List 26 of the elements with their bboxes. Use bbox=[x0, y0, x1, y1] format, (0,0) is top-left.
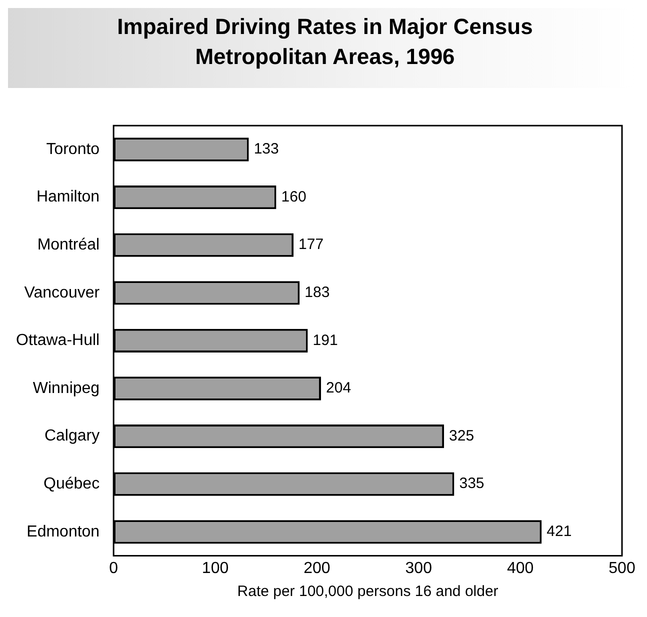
data-label: 133 bbox=[254, 140, 279, 158]
x-tick-label: 500 bbox=[608, 560, 636, 577]
data-label: 325 bbox=[449, 427, 474, 444]
data-label: 204 bbox=[326, 380, 352, 397]
data-label: 421 bbox=[546, 523, 572, 540]
x-tick-label: 0 bbox=[109, 560, 118, 577]
chart-title: Impaired Driving Rates in Major Census Metropolitan Areas, 1996 bbox=[116, 13, 534, 71]
y-tick-label: Toronto bbox=[46, 140, 100, 158]
data-label: 191 bbox=[312, 332, 338, 349]
x-tick-label: 400 bbox=[506, 560, 534, 577]
data-label: 177 bbox=[298, 236, 324, 254]
y-tick-label: Edmonton bbox=[26, 523, 100, 540]
x-tick-label: 100 bbox=[202, 560, 229, 577]
y-tick-label: Calgary bbox=[44, 428, 100, 445]
y-tick-label: Québec bbox=[44, 476, 100, 493]
data-label: 335 bbox=[459, 475, 484, 492]
x-tick-label: 200 bbox=[304, 560, 330, 577]
y-tick-label: Montréal bbox=[37, 236, 100, 254]
x-axis-title: Rate per 100,000 persons 16 and older bbox=[237, 583, 498, 600]
y-tick-label: Hamilton bbox=[36, 188, 100, 206]
data-label: 183 bbox=[304, 284, 330, 302]
y-tick-label: Vancouver bbox=[24, 284, 100, 302]
y-tick-label: Ottawa-Hull bbox=[16, 332, 100, 350]
y-tick-label: Winnipeg bbox=[32, 380, 100, 397]
data-label: 160 bbox=[281, 188, 306, 206]
x-tick-label: 300 bbox=[405, 560, 432, 577]
